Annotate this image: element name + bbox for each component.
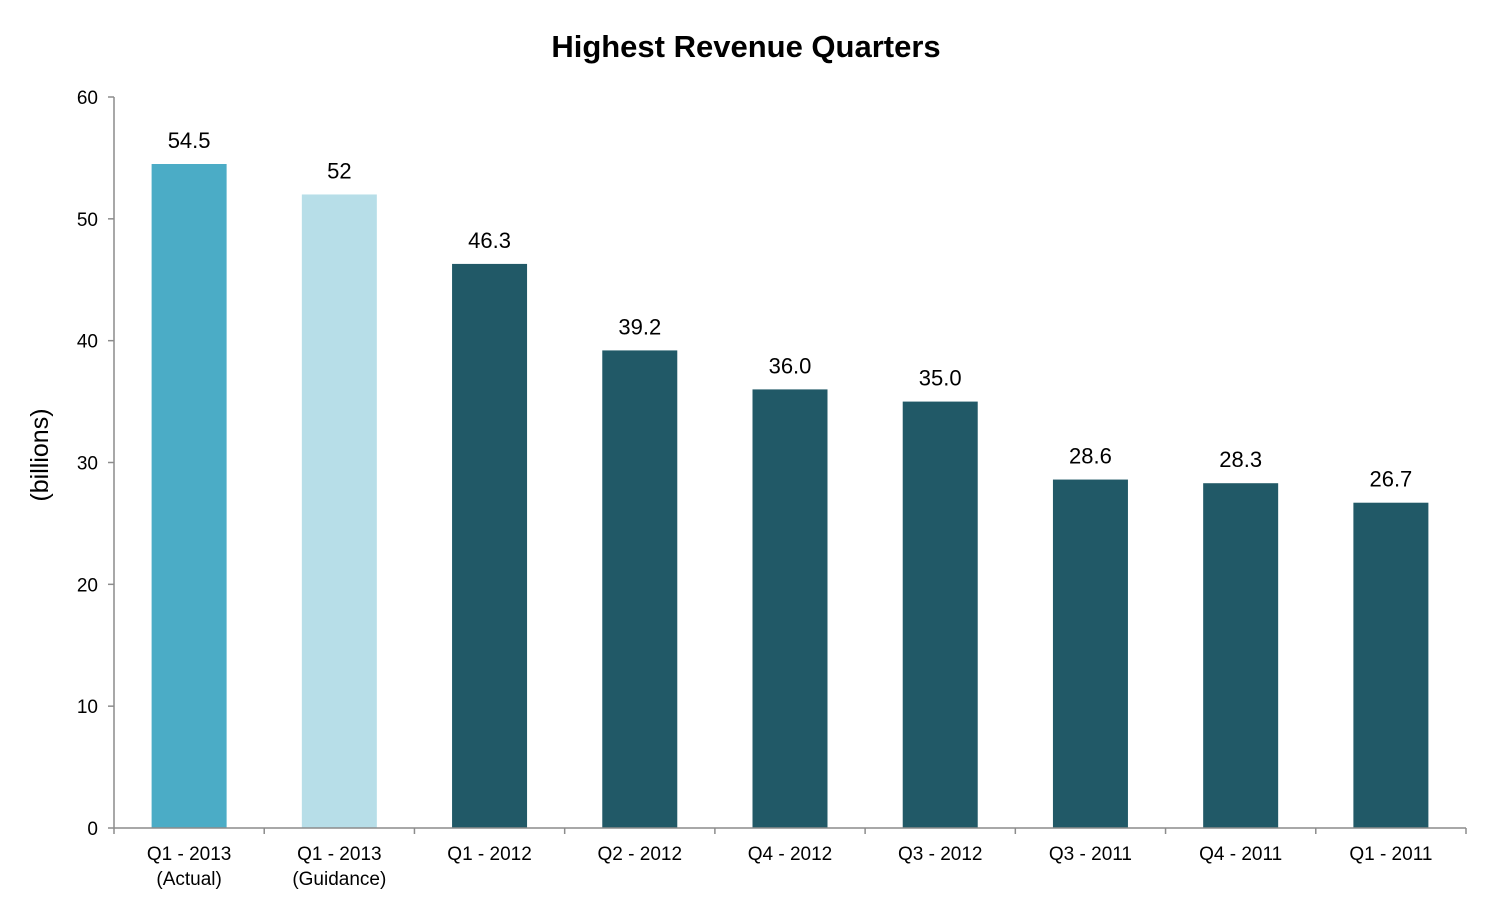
data-label-8: 28.3 [1219, 447, 1262, 472]
bar-1 [151, 164, 227, 829]
bar-6 [902, 401, 978, 828]
bar-3 [452, 263, 528, 829]
data-label-7: 28.6 [1069, 444, 1112, 469]
data-label-5: 36.0 [769, 353, 812, 378]
y-tick-label: 60 [77, 88, 98, 109]
bar-8 [1203, 483, 1279, 828]
x-tick-label: (Guidance) [292, 869, 386, 890]
y-tick-label: 40 [77, 332, 98, 353]
x-tick-label: (Actual) [156, 869, 221, 890]
data-label-3: 46.3 [468, 228, 511, 253]
x-tick-label: Q1 - 2013 [147, 844, 232, 865]
data-label-9: 26.7 [1369, 467, 1412, 492]
x-tick-label: Q1 - 2012 [447, 844, 532, 865]
bars-group [151, 164, 1429, 829]
y-tick-label: 20 [77, 575, 98, 596]
x-tick-label: Q4 - 2012 [748, 844, 833, 865]
y-ticks-group: 0 10 20 30 40 50 60 [77, 88, 114, 840]
bar-2 [301, 194, 377, 828]
x-tick-label: Q2 - 2012 [598, 844, 683, 865]
x-tick-label: Q1 - 2013 [297, 844, 382, 865]
data-label-6: 35.0 [919, 366, 962, 391]
bar-5 [752, 389, 828, 828]
data-labels-group: 54.5 52 46.3 39.2 36.0 35.0 28.6 28.3 26.7 [168, 128, 1413, 492]
x-tick-label: Q3 - 2011 [1049, 844, 1132, 865]
bar-9 [1353, 502, 1429, 828]
data-label-1: 54.5 [168, 128, 211, 153]
bar-7 [1052, 479, 1128, 828]
x-tick-label: Q3 - 2012 [898, 844, 983, 865]
data-label-4: 39.2 [618, 314, 661, 339]
y-tick-label: 10 [77, 697, 98, 718]
x-labels-group: Q1 - 2013 (Actual) Q1 - 2013 (Guidance) Q1 -… [113, 828, 1467, 890]
x-tick-label: Q4 - 2011 [1199, 844, 1282, 865]
y-tick-label: 0 [87, 819, 98, 840]
y-axis-label: (billions) [26, 408, 54, 501]
y-tick-label: 50 [77, 210, 98, 231]
chart-title: Highest Revenue Quarters [551, 29, 940, 64]
data-label-2: 52 [327, 158, 351, 183]
y-tick-label: 30 [77, 454, 98, 475]
x-tick-label: Q1 - 2011 [1349, 844, 1432, 865]
bar-4 [602, 350, 678, 828]
